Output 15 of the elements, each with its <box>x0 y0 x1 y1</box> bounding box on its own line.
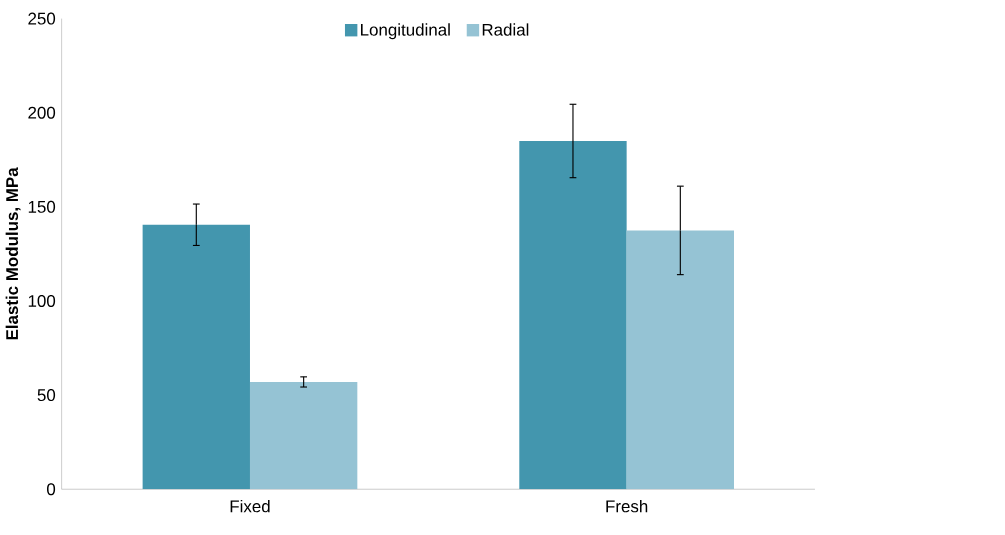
y-tick-label: 0 <box>47 483 56 496</box>
y-tick-label: 100 <box>28 295 56 307</box>
y-tick-label: 200 <box>28 106 56 119</box>
x-tick-label: Fixed <box>230 499 270 513</box>
legend-label: Radial <box>482 23 529 36</box>
y-axis-title: Elastic Modulus, MPa <box>5 167 21 340</box>
bar <box>626 230 734 490</box>
bar <box>249 381 358 490</box>
y-tick-label: 250 <box>28 12 56 25</box>
bar <box>142 224 250 490</box>
bar <box>519 140 627 490</box>
y-tick-label: 50 <box>37 389 56 402</box>
x-tick-label: Fresh <box>606 499 648 513</box>
legend-label: Longitudinal <box>361 23 450 40</box>
y-tick-label: 150 <box>28 200 56 213</box>
